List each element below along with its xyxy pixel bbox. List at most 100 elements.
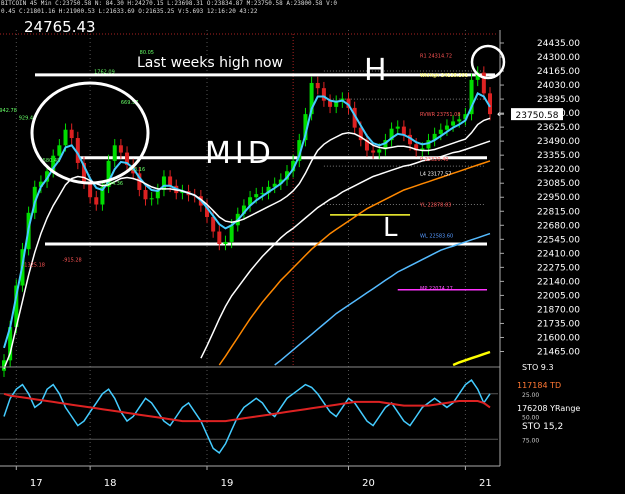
candle	[57, 145, 62, 156]
candle	[260, 193, 265, 195]
y-tick-label: 23490.00	[537, 137, 580, 147]
candle	[358, 127, 363, 141]
candle	[395, 126, 400, 129]
candle	[278, 179, 283, 184]
candle	[284, 171, 289, 180]
sto-red	[3, 392, 491, 423]
y-tick-label: 23355.00	[537, 151, 580, 161]
ma-orange	[218, 160, 491, 366]
candle	[106, 160, 111, 187]
candle	[118, 145, 123, 153]
oscillator-panel: 25.00 50.00 75.00 117184 TD 176208 YRange STO…	[0, 363, 580, 454]
candle	[211, 216, 216, 232]
candle	[69, 129, 74, 139]
candle	[321, 88, 326, 101]
x-tick-label: 17	[30, 478, 43, 489]
y-tick-label: 23085.00	[537, 179, 580, 189]
peak-circle	[470, 44, 506, 80]
candle	[45, 171, 50, 182]
y-tick-label: 21870.00	[537, 305, 580, 315]
header-line-2: 0.45 C:21801.16 H:21900.53 L:21633.69 O:…	[1, 8, 258, 15]
bar-value-label: 1004.36	[102, 181, 123, 187]
y-tick-label: 24300.00	[537, 53, 580, 63]
osc-tick-label: 25.00	[522, 392, 539, 399]
level-label: P 23320.40	[420, 157, 448, 163]
candle	[223, 241, 228, 244]
level-label: WL 22583.60	[420, 233, 453, 239]
bar-value-label: 929.48	[19, 115, 36, 121]
level-label: RVWR 23751.08	[420, 112, 461, 118]
ma-white-long	[200, 140, 491, 359]
h-annotation: H	[364, 53, 387, 88]
sto-label: STO 15,2	[522, 422, 563, 432]
ema-fast	[3, 92, 491, 349]
candle	[254, 194, 259, 198]
candle	[112, 145, 117, 161]
candle	[248, 197, 253, 206]
level-label: L4 23177.57	[420, 172, 451, 178]
y-tick-label: 22140.00	[537, 277, 580, 287]
x-tick-label: 18	[104, 478, 117, 489]
candle	[241, 205, 246, 214]
candle	[291, 160, 296, 172]
candles	[2, 66, 492, 377]
candle	[297, 140, 302, 161]
candle	[303, 114, 308, 141]
level-lines	[35, 70, 495, 291]
candle	[88, 182, 93, 198]
level-label: YL 22878.83	[419, 203, 451, 209]
y-tick-label: 23220.00	[537, 165, 580, 175]
sto-top-label: STO 9.3	[522, 363, 554, 372]
y-tick-label: 24165.00	[537, 67, 580, 77]
sto-blue	[3, 379, 491, 454]
candle	[14, 285, 19, 328]
candle	[377, 149, 382, 153]
osc-tick-label: 50.00	[522, 415, 539, 422]
candle	[2, 360, 6, 371]
candle	[451, 121, 456, 126]
candle	[438, 129, 443, 134]
osc-tick-label: 75.00	[522, 437, 539, 444]
y-tick-label: 24030.00	[537, 81, 580, 91]
td-label: 117184 TD	[517, 381, 561, 390]
y-tick-label: 23625.00	[537, 123, 580, 133]
candle	[75, 138, 80, 163]
ma-yellow	[452, 350, 491, 367]
candle	[125, 152, 130, 166]
price-labels: R1 24314.72 WkHigh 24128.291 RVWR 23751.08…	[0, 50, 468, 292]
bar-value-label: -915.28	[62, 258, 81, 264]
candle	[352, 107, 357, 128]
candle	[81, 162, 86, 183]
level-label: R1 24314.72	[420, 54, 452, 60]
axes: 24435.00 24300.00 24165.00 24030.00 23895.00…	[0, 30, 580, 489]
yrange-label: 176208 YRange	[517, 404, 580, 413]
candle	[481, 72, 486, 94]
level-label: MP 22074.27	[420, 286, 453, 292]
candle	[463, 114, 468, 120]
candle	[383, 140, 388, 150]
candle	[457, 119, 462, 122]
mid-annotation: MID	[205, 136, 275, 171]
y-tick-label: 22275.00	[537, 263, 580, 273]
header-line-1: BITCOIN 45 Min C:23750.58 N: 84.30 H:242…	[1, 0, 337, 7]
candle	[149, 198, 154, 200]
candle	[426, 140, 431, 149]
candle	[217, 231, 222, 244]
last-price-label: 23750.58	[516, 111, 559, 121]
candle	[266, 186, 271, 194]
candle	[205, 205, 210, 217]
x-tick-label: 19	[221, 478, 234, 489]
candle	[469, 79, 474, 115]
last-price-arrow-icon: ←	[497, 110, 505, 120]
candle	[389, 128, 394, 141]
y-tick-label: 22950.00	[537, 193, 580, 203]
y-tick-label: 21735.00	[537, 319, 580, 329]
candle	[371, 150, 376, 153]
y-tick-label: 24435.00	[537, 39, 580, 49]
grid	[0, 30, 498, 466]
candle	[38, 181, 43, 187]
y-tick-label: 22410.00	[537, 249, 580, 259]
candle	[444, 125, 449, 130]
